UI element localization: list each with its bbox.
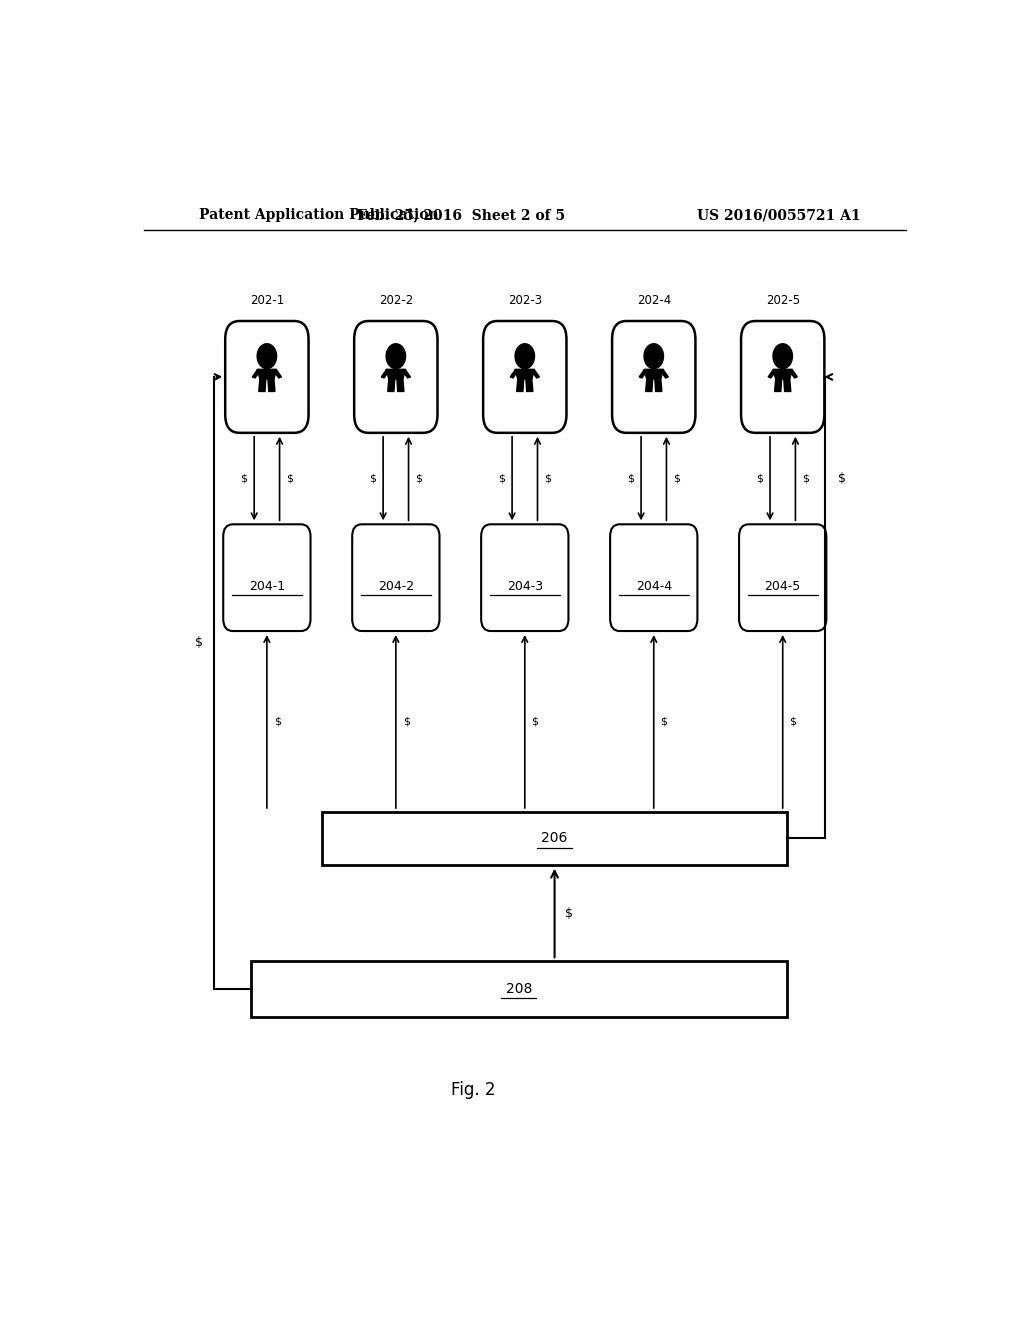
- Polygon shape: [790, 370, 798, 378]
- Polygon shape: [768, 370, 776, 378]
- Text: 202-2: 202-2: [379, 294, 413, 306]
- Polygon shape: [381, 370, 389, 378]
- Text: $: $: [241, 474, 248, 483]
- Polygon shape: [639, 370, 647, 378]
- Text: $: $: [273, 717, 281, 726]
- FancyBboxPatch shape: [323, 812, 786, 865]
- Text: $: $: [839, 473, 846, 484]
- FancyBboxPatch shape: [612, 321, 695, 433]
- Polygon shape: [774, 379, 781, 392]
- Text: $: $: [196, 636, 204, 649]
- FancyBboxPatch shape: [481, 524, 568, 631]
- Text: 202-1: 202-1: [250, 294, 284, 306]
- Polygon shape: [517, 379, 523, 392]
- Polygon shape: [257, 370, 276, 379]
- Text: $: $: [531, 717, 539, 726]
- Text: $: $: [673, 474, 680, 483]
- Circle shape: [773, 343, 793, 368]
- Text: 204-1: 204-1: [249, 579, 285, 593]
- Text: Fig. 2: Fig. 2: [451, 1081, 496, 1100]
- FancyBboxPatch shape: [352, 524, 439, 631]
- Polygon shape: [273, 370, 282, 378]
- Text: $: $: [565, 907, 572, 920]
- Polygon shape: [660, 370, 669, 378]
- Text: 204-2: 204-2: [378, 579, 414, 593]
- Polygon shape: [654, 379, 662, 392]
- Polygon shape: [515, 370, 535, 379]
- Text: $: $: [499, 474, 505, 483]
- Polygon shape: [783, 379, 791, 392]
- Polygon shape: [526, 379, 532, 392]
- Polygon shape: [259, 379, 266, 392]
- Text: 204-3: 204-3: [507, 579, 543, 593]
- FancyBboxPatch shape: [251, 961, 786, 1018]
- Text: 202-3: 202-3: [508, 294, 542, 306]
- FancyBboxPatch shape: [610, 524, 697, 631]
- Polygon shape: [388, 379, 395, 392]
- Text: 204-5: 204-5: [765, 579, 801, 593]
- Polygon shape: [252, 370, 260, 378]
- Polygon shape: [397, 379, 403, 392]
- Polygon shape: [386, 370, 406, 379]
- Text: $: $: [287, 474, 294, 483]
- Text: $: $: [660, 717, 668, 726]
- Text: US 2016/0055721 A1: US 2016/0055721 A1: [697, 209, 860, 222]
- Circle shape: [644, 343, 664, 368]
- Text: 206: 206: [542, 832, 567, 845]
- Text: Patent Application Publication: Patent Application Publication: [200, 209, 439, 222]
- Circle shape: [386, 343, 406, 368]
- Text: $: $: [416, 474, 422, 483]
- Polygon shape: [402, 370, 411, 378]
- Polygon shape: [773, 370, 793, 379]
- Text: 202-5: 202-5: [766, 294, 800, 306]
- Text: 202-4: 202-4: [637, 294, 671, 306]
- Text: 208: 208: [506, 982, 532, 997]
- Text: $: $: [756, 474, 763, 483]
- Polygon shape: [531, 370, 540, 378]
- Circle shape: [257, 343, 276, 368]
- Text: 204-4: 204-4: [636, 579, 672, 593]
- Text: $: $: [628, 474, 634, 483]
- FancyBboxPatch shape: [354, 321, 437, 433]
- Text: $: $: [790, 717, 797, 726]
- FancyBboxPatch shape: [741, 321, 824, 433]
- Circle shape: [515, 343, 535, 368]
- Polygon shape: [510, 370, 518, 378]
- Polygon shape: [644, 370, 664, 379]
- Text: $: $: [802, 474, 809, 483]
- FancyBboxPatch shape: [483, 321, 566, 433]
- Text: $: $: [370, 474, 377, 483]
- Text: $: $: [402, 717, 410, 726]
- FancyBboxPatch shape: [739, 524, 826, 631]
- Polygon shape: [646, 379, 652, 392]
- Polygon shape: [268, 379, 275, 392]
- FancyBboxPatch shape: [225, 321, 308, 433]
- FancyBboxPatch shape: [223, 524, 310, 631]
- Text: Feb. 25, 2016  Sheet 2 of 5: Feb. 25, 2016 Sheet 2 of 5: [357, 209, 565, 222]
- Text: $: $: [545, 474, 551, 483]
